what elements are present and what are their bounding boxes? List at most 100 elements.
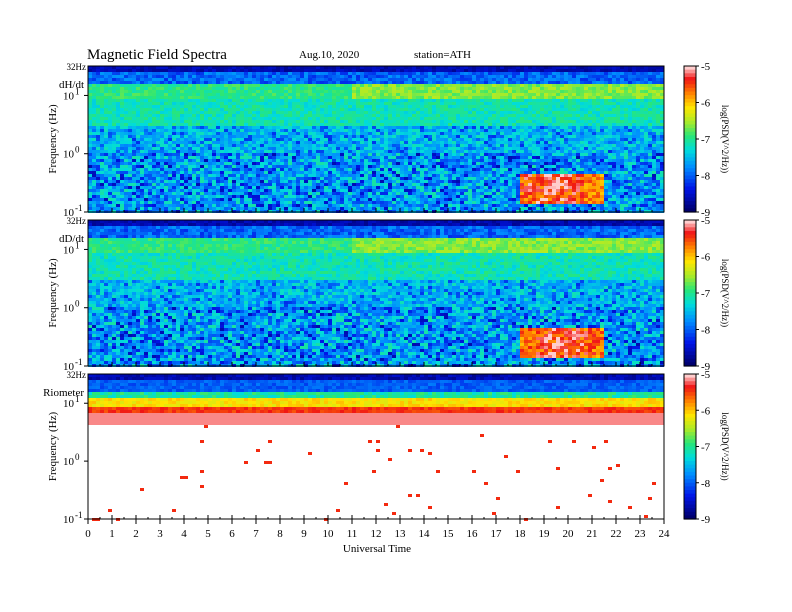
colorbar-swatch: [684, 392, 696, 397]
colorbar-tick-label: -8: [701, 171, 711, 183]
colorbar-swatch: [684, 439, 696, 444]
colorbar-swatch: [684, 362, 696, 367]
colorbar-swatch: [684, 493, 696, 498]
colorbar-swatch: [684, 102, 696, 107]
colorbar-tick-label: -5: [701, 61, 711, 73]
colorbar-swatch: [684, 171, 696, 177]
colorbar-swatch: [684, 515, 696, 520]
colorbar-swatch: [684, 274, 696, 279]
colorbar-swatch: [684, 421, 696, 426]
colorbar-swatch: [684, 197, 696, 202]
x-tick-label: 23: [635, 528, 647, 540]
colorbar-swatch: [684, 80, 696, 85]
colorbar-swatch: [684, 282, 696, 287]
panel-label: dD/dt: [59, 233, 84, 245]
x-tick-label: 16: [467, 528, 479, 540]
x-tick-label: 5: [205, 528, 211, 540]
colorbar-swatch: [684, 399, 696, 404]
colorbar-swatch: [684, 204, 696, 209]
colorbar-tick-label: -6: [701, 252, 711, 264]
colorbar-swatch: [684, 435, 696, 440]
y-tick-label: 10: [63, 456, 75, 468]
colorbar-tick-label: -8: [701, 478, 711, 490]
x-tick-label: 14: [419, 528, 431, 540]
colorbar-swatch: [684, 263, 696, 269]
colorbar-tick-label: -9: [701, 361, 711, 373]
colorbar-swatch: [684, 453, 696, 458]
y-tick-exponent: 0: [75, 452, 80, 462]
colorbar-swatch: [684, 238, 696, 243]
colorbar-swatch: [684, 471, 696, 477]
colorbar-swatch: [684, 311, 696, 316]
x-tick-label: 9: [301, 528, 307, 540]
colorbar-swatch: [684, 87, 696, 93]
colorbar-swatch: [684, 461, 696, 466]
colorbar-swatch: [684, 377, 696, 382]
colorbar: -5 -6 -7 -8 -9 log(PSD(V^2/Hz)): [683, 369, 730, 526]
colorbar-tick-label: -9: [701, 207, 711, 219]
x-tick-label: 3: [157, 528, 163, 540]
colorbar-tick-label: -7: [701, 442, 711, 454]
y-tick-label: 10: [63, 361, 75, 373]
y-axis-title: Frequency (Hz): [47, 258, 59, 328]
colorbar-swatch: [684, 109, 696, 115]
colorbar-swatch: [684, 500, 696, 506]
colorbar-swatch: [684, 267, 696, 272]
colorbar-swatch: [684, 450, 696, 455]
colorbar-title: log(PSD(V^2/Hz)): [720, 259, 730, 327]
colorbar-swatch: [684, 374, 696, 379]
colorbar-swatch: [684, 486, 696, 491]
colorbar-swatch: [684, 329, 696, 334]
colorbar-swatch: [684, 227, 696, 232]
colorbar-swatch: [684, 106, 696, 111]
y-tick-label: 10: [63, 90, 75, 102]
colorbar-swatch: [684, 124, 696, 129]
colorbar-swatch: [684, 457, 696, 462]
heatmap-cells: [88, 66, 664, 213]
colorbar-swatch: [684, 388, 696, 393]
colorbar-swatch: [684, 446, 696, 451]
colorbar-swatch: [684, 160, 696, 166]
colorbar-swatch: [684, 381, 696, 386]
panel-label: Riometer: [43, 387, 84, 399]
y-tick-exponent: -1: [75, 510, 83, 520]
x-tick-label: 24: [659, 528, 671, 540]
colorbar: -5 -6 -7 -8 -9 log(PSD(V^2/Hz)): [683, 215, 730, 373]
colorbar-swatch: [684, 333, 696, 338]
x-tick-label: 13: [395, 528, 407, 540]
colorbar-swatch: [684, 186, 696, 191]
colorbar-swatch: [684, 432, 696, 437]
colorbar-swatch: [684, 245, 696, 250]
colorbar-swatch: [684, 410, 696, 415]
y-tick-label: 10: [63, 207, 75, 219]
colorbar-swatch: [684, 208, 696, 213]
colorbar-swatch: [684, 193, 696, 198]
x-axis: 0 1 2 3 4 5 6 7 8 9 10 11 12 13 14 15 16 17 18 19 20 21 22 23 24: [85, 208, 670, 540]
colorbar-swatch: [684, 406, 696, 411]
x-tick-label: 20: [563, 528, 575, 540]
colorbar-swatch: [684, 66, 696, 71]
colorbar-swatch: [684, 175, 696, 180]
colorbar-swatch: [684, 413, 696, 419]
colorbar-swatch: [684, 511, 696, 516]
y-tick-exponent: -1: [75, 203, 83, 213]
colorbar-swatch: [684, 403, 696, 408]
x-tick-label: 19: [539, 528, 551, 540]
y-tick-exponent: 0: [75, 145, 80, 155]
colorbar-swatch: [684, 482, 696, 487]
x-tick-label: 7: [253, 528, 259, 540]
x-tick-label: 8: [277, 528, 283, 540]
colorbar-swatch: [684, 395, 696, 400]
colorbar-swatch: [684, 344, 696, 349]
colorbar-swatch: [684, 303, 696, 309]
colorbar-tick-label: -5: [701, 215, 711, 227]
colorbar-swatch: [684, 142, 696, 147]
colorbar-swatch: [684, 220, 696, 225]
colorbar-swatch: [684, 139, 696, 144]
colorbar-swatch: [684, 490, 696, 495]
panel-label: dH/dt: [59, 79, 84, 91]
colorbar-tick-label: -6: [701, 405, 711, 417]
